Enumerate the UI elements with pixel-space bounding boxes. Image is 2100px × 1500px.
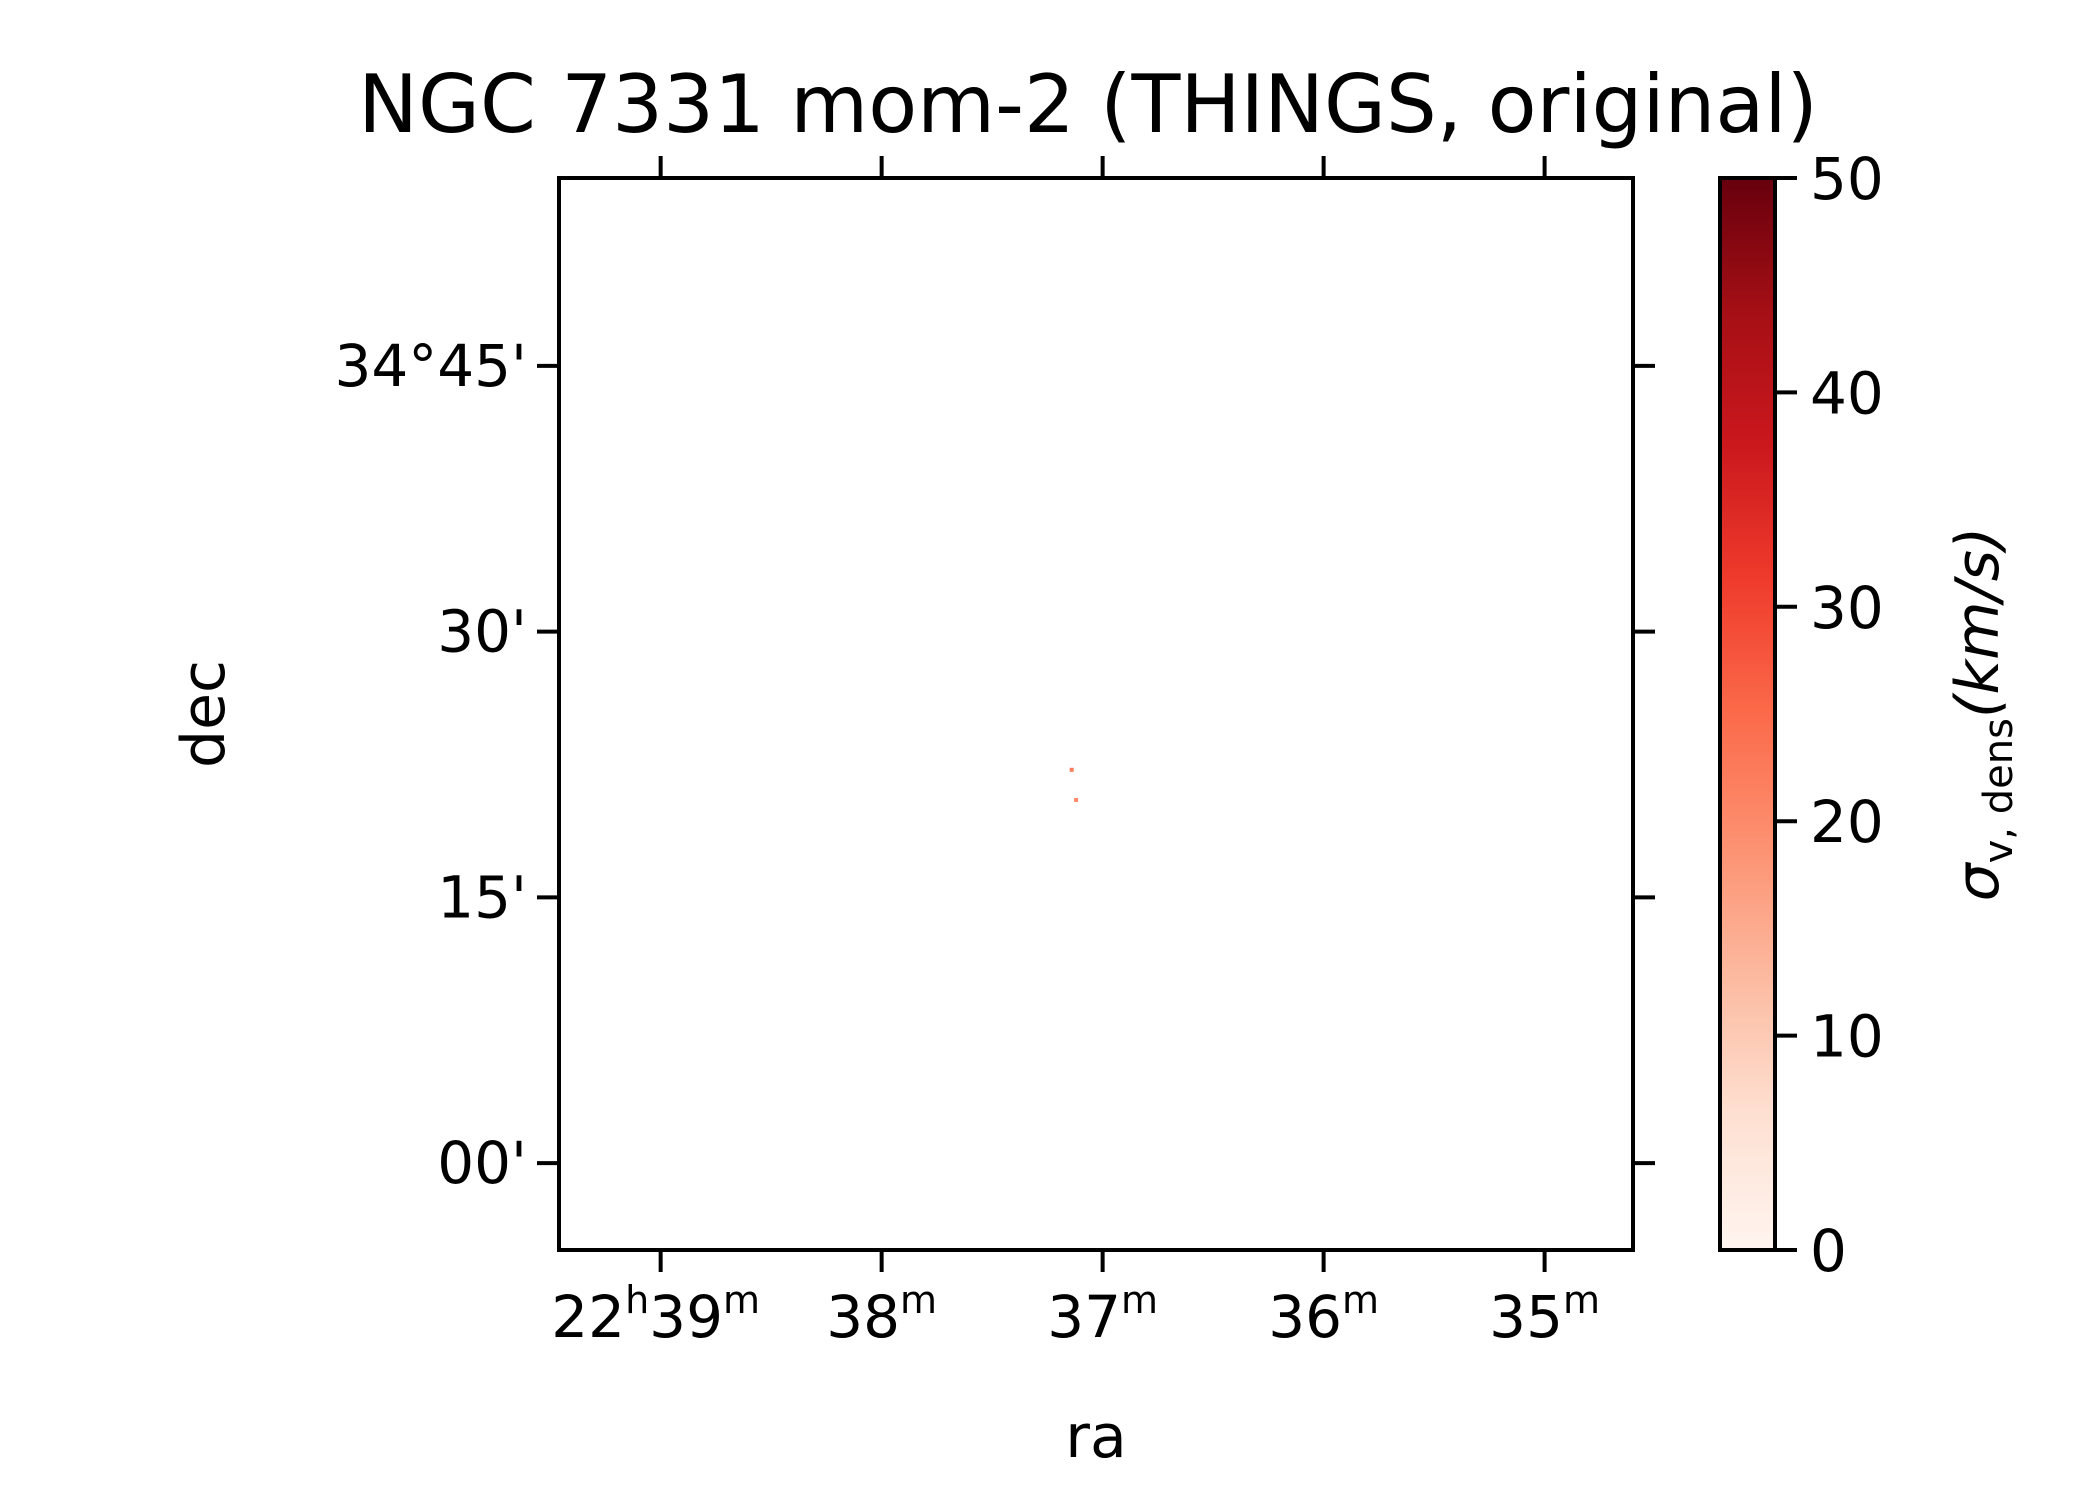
colorbar-frame: [1718, 176, 1777, 1252]
x-tick-label: 37m: [1047, 1278, 1158, 1351]
x-tick-value: 22: [551, 1283, 625, 1351]
data-pixel: [1069, 767, 1074, 772]
colorbar-tick-label: 50: [1810, 145, 1884, 213]
x-tick-label: 35m: [1489, 1278, 1600, 1351]
y-axis: 34°45' 30' 15' 00': [334, 332, 1655, 1197]
x-tick-value: 37: [1047, 1283, 1121, 1351]
x-tick-unit: m: [1342, 1278, 1379, 1322]
plot-background: [559, 178, 1633, 1250]
colorbar-label-symbol: σ: [1943, 861, 2013, 901]
plot-frame: [557, 176, 1635, 1252]
x-tick-label: 22h39m: [551, 1278, 760, 1351]
x-tick-unit: m: [900, 1278, 937, 1322]
plot-area: [557, 176, 1635, 1252]
x-tick-label: 36m: [1268, 1278, 1379, 1351]
x-tick-unit: m: [1563, 1278, 1600, 1322]
x-tick-unit: h: [625, 1278, 649, 1322]
colorbar-gradient: [1720, 178, 1775, 1250]
colorbar-tick-label: 20: [1810, 788, 1884, 856]
y-axis-label: dec: [169, 660, 239, 768]
data-layer: [1069, 767, 1079, 802]
x-tick-unit: m: [1121, 1278, 1158, 1322]
x-tick-value: 35: [1489, 1283, 1563, 1351]
x-tick-value: 36: [1268, 1283, 1342, 1351]
x-tick-value: 39: [649, 1283, 723, 1351]
chart-title: NGC 7331 mom-2 (THINGS, original): [358, 58, 1818, 151]
colorbar-tick-label: 30: [1810, 574, 1884, 642]
colorbar-label-unit: (km/s): [1943, 527, 2013, 718]
colorbar-tick-label: 0: [1810, 1217, 1847, 1285]
x-tick-unit: m: [723, 1278, 760, 1322]
colorbar: 0 10 20 30 40 50 σv, dens(km/s): [1718, 145, 2022, 1285]
colorbar-label-subscript: v, dens: [1976, 718, 2022, 863]
x-tick-label: 38m: [826, 1278, 937, 1351]
y-tick-label: 00': [437, 1129, 527, 1197]
x-tick-value: 38: [826, 1283, 900, 1351]
x-axis-label: ra: [1065, 1402, 1126, 1472]
y-tick-label: 15': [437, 863, 527, 931]
colorbar-tick-label: 40: [1810, 359, 1884, 427]
data-pixel: [1074, 797, 1079, 802]
colorbar-tick-label: 10: [1810, 1003, 1884, 1071]
colorbar-ticks: 0 10 20 30 40 50: [1775, 145, 1884, 1285]
y-tick-label: 34°45': [334, 332, 527, 400]
y-tick-label: 30': [437, 598, 527, 666]
colorbar-label: σv, dens(km/s): [1943, 527, 2022, 902]
x-axis: 22h39m 38m 37m 36m 35m: [551, 156, 1600, 1351]
